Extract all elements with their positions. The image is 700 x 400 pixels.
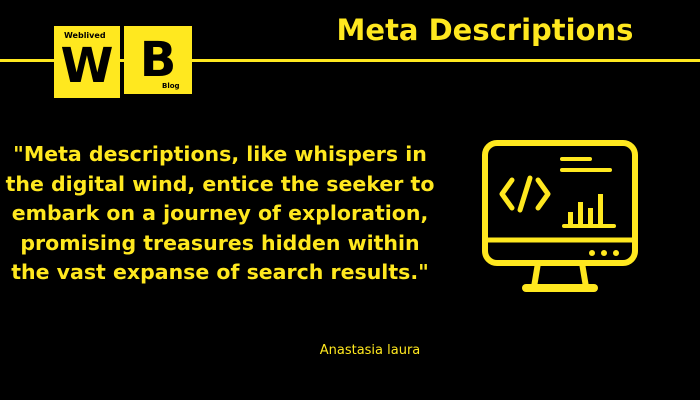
page-title: Meta Descriptions <box>336 13 634 47</box>
blog-logo: Weblived W B Blog <box>54 26 194 98</box>
logo-blog-text: Blog <box>162 82 180 90</box>
logo-b-block: B Blog <box>124 26 192 94</box>
logo-letter-w: W <box>60 38 114 94</box>
logo-letter-b: B <box>139 32 177 88</box>
quote-text: "Meta descriptions, like whispers in the… <box>5 142 435 284</box>
logo-w-block: Weblived W <box>54 26 120 98</box>
quote-author: Anastasia laura <box>319 343 421 358</box>
logo-brand-text: Weblived <box>64 31 106 40</box>
header-divider <box>0 59 700 62</box>
monitor-code-chart-icon <box>480 140 640 300</box>
